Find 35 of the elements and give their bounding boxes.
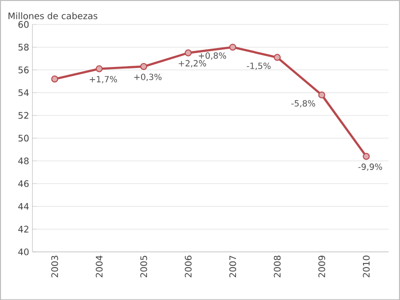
x-tick-label: 2009 — [318, 256, 326, 278]
point — [229, 44, 236, 51]
annotation: +0,8% — [198, 52, 226, 60]
y-tick-label: 56 — [18, 66, 29, 74]
y-tick-label: 44 — [18, 202, 29, 210]
annotation: +2,2% — [178, 60, 206, 68]
y-tick-label: 42 — [18, 226, 28, 232]
point — [362, 152, 370, 160]
x-tick-label: 2003 — [51, 256, 58, 278]
y-tick-label: 52 — [18, 112, 28, 119]
annotation: -1,5% — [246, 62, 271, 70]
annotation: -9,9% — [358, 163, 382, 171]
y-tick-label: 50 — [18, 134, 29, 142]
y-tick-label: 54 — [18, 89, 29, 96]
annotation: +0,3% — [134, 74, 162, 81]
x-tick-label: 2007 — [229, 256, 236, 278]
x-tick-label: 2006 — [184, 256, 192, 278]
y-tick-label: 48 — [18, 157, 29, 164]
y-tick-label: 60 — [18, 20, 29, 28]
point — [184, 49, 192, 56]
point — [318, 91, 326, 98]
y-tick-label: 46 — [18, 180, 29, 187]
y-tick-label: 58 — [18, 44, 29, 50]
x-tick-label: 2008 — [274, 256, 281, 278]
point — [51, 75, 58, 82]
x-tick-label: 2010 — [362, 256, 370, 278]
point — [96, 65, 103, 72]
y-tick-label: 40 — [18, 248, 29, 256]
x-tick-label: 2004 — [96, 255, 103, 278]
point — [140, 62, 148, 70]
annotation: -5,8% — [291, 100, 316, 108]
x-tick-label: 2005 — [140, 256, 148, 278]
point — [274, 54, 281, 61]
annotation: +1,7% — [90, 76, 118, 84]
y-axis-title: Millones de cabezas — [8, 12, 98, 20]
